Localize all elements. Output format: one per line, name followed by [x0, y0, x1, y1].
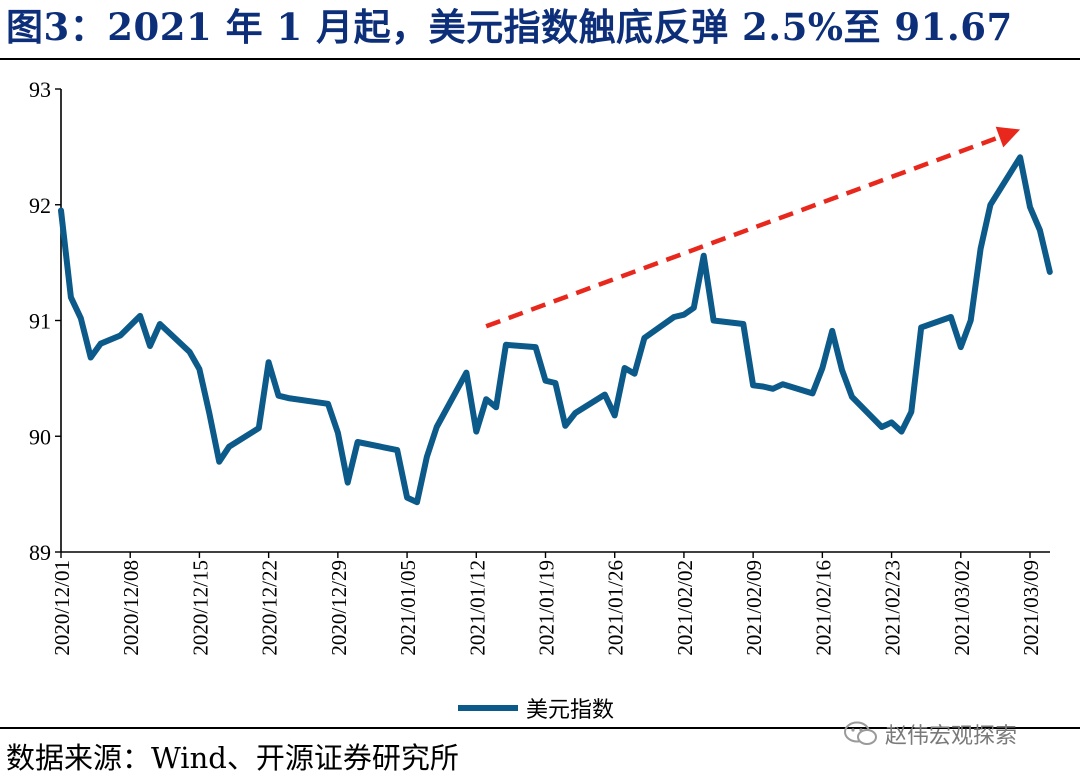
x-tick-label: 2021/02/02 — [673, 560, 697, 656]
y-tick-label: 90 — [29, 424, 51, 449]
x-tick-label: 2020/12/08 — [119, 560, 143, 656]
x-tick-label: 2021/03/09 — [1019, 560, 1043, 656]
x-tick-label: 2021/01/19 — [535, 560, 559, 656]
x-tick-label: 2021/02/09 — [742, 560, 766, 656]
chart-title: 图3：2021 年 1 月起，美元指数触底反弹 2.5%至 91.67 — [6, 5, 1013, 49]
x-tick-label: 2020/12/29 — [327, 560, 351, 656]
series-line-usd-index — [58, 154, 1053, 506]
trend-arrow-shaft — [485, 135, 1001, 329]
y-tick-label: 91 — [29, 309, 51, 334]
x-tick-label: 2021/03/02 — [950, 560, 974, 656]
legend-label: 美元指数 — [526, 698, 614, 723]
trend-arrow-head — [995, 126, 1021, 148]
footer-rule — [0, 727, 1080, 729]
data-source: 数据来源：Wind、开源证券研究所 — [6, 741, 459, 775]
x-tick-label: 2021/01/12 — [465, 560, 489, 656]
wechat-icon — [844, 721, 877, 745]
watermark: 赵伟宏观探索 — [843, 716, 1017, 752]
watermark-text: 赵伟宏观探索 — [885, 724, 1018, 749]
x-tick-label: 2021/02/16 — [811, 560, 835, 656]
y-tick-label: 89 — [29, 540, 51, 565]
x-tick-label: 2020/12/15 — [188, 560, 212, 656]
x-tick-label: 2020/12/22 — [258, 560, 282, 656]
x-tick-label: 2021/02/23 — [881, 560, 905, 656]
x-tick-label: 2021/01/26 — [604, 560, 628, 656]
x-tick-label: 2020/12/01 — [50, 560, 74, 656]
y-tick-label: 93 — [29, 77, 51, 102]
x-tick-label: 2021/01/05 — [396, 560, 420, 656]
y-tick-label: 92 — [29, 193, 51, 218]
title-rule — [0, 58, 1080, 60]
